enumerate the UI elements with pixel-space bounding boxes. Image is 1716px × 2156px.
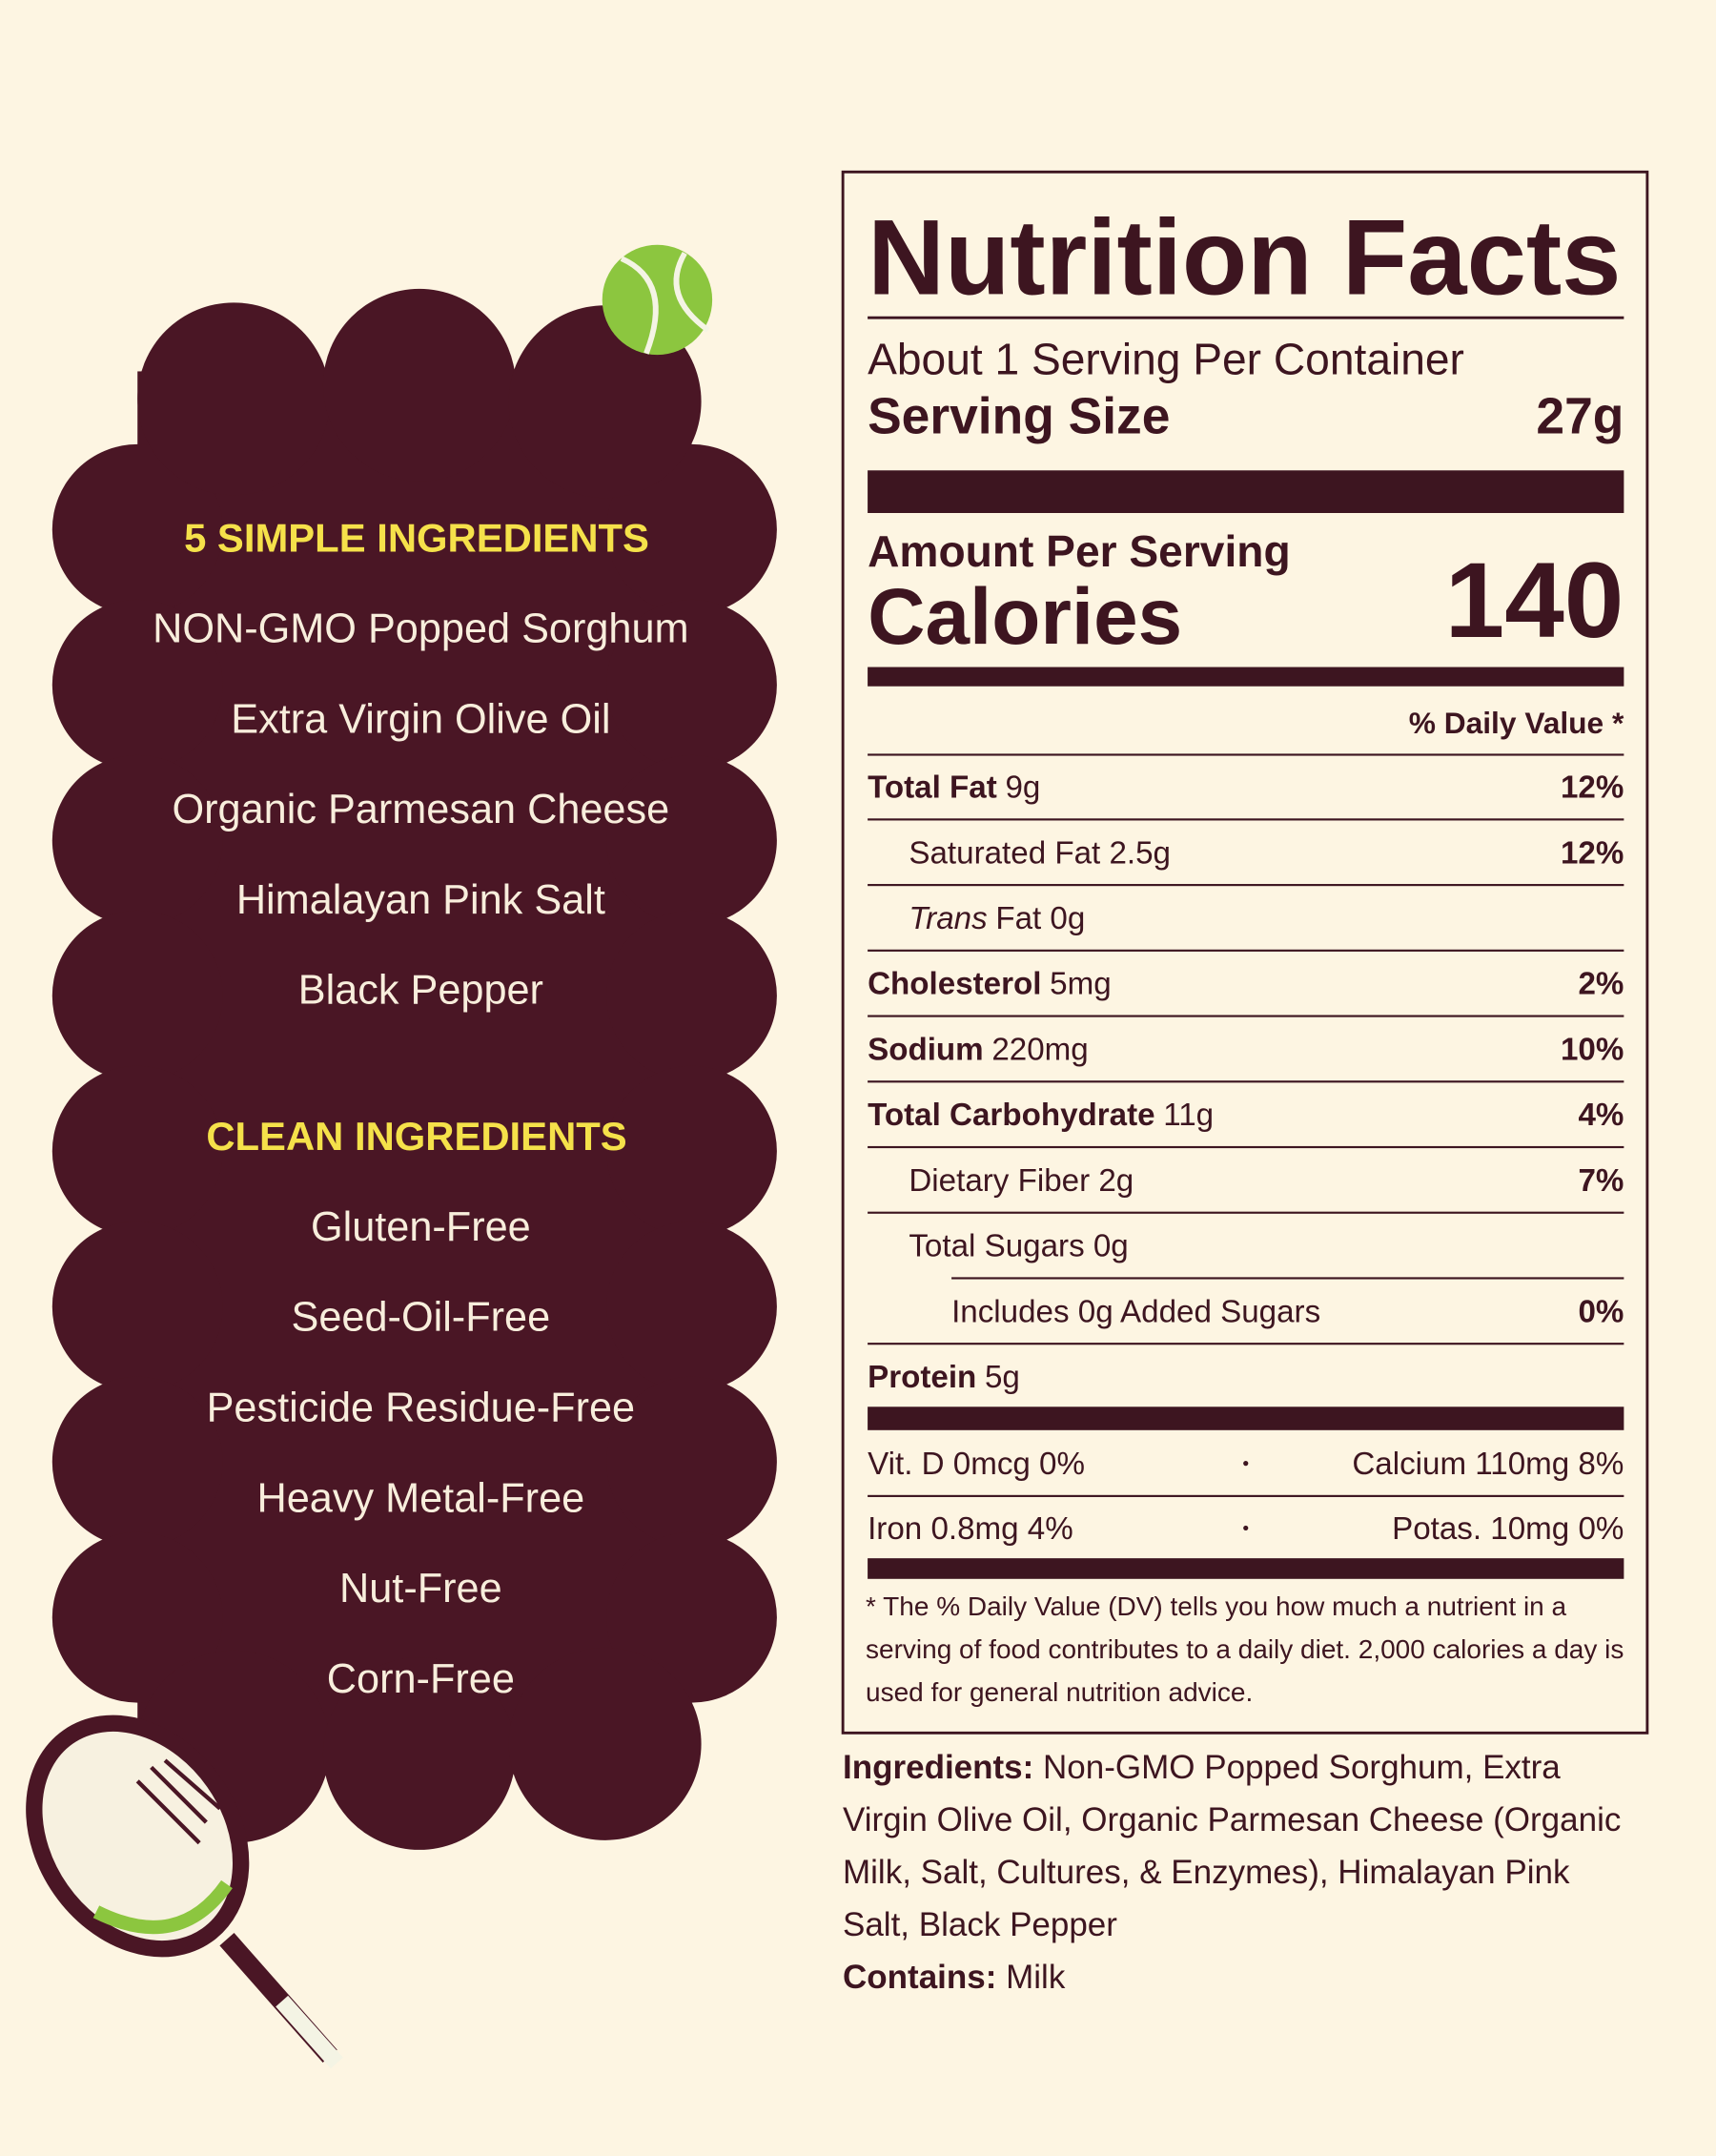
daily-value: 10%	[1561, 1032, 1624, 1067]
nutrition-label: Nutrition Facts About 1 Serving Per Cont…	[868, 197, 1624, 1579]
vitamin-right: Calcium 110mg 8%	[1352, 1447, 1624, 1482]
nutrient-name: Total Sugars 0g	[909, 1229, 1128, 1264]
nutrient-row: Total Carbohydrate 11g	[868, 1098, 1214, 1133]
scalloped-panel	[51, 288, 777, 1850]
amount-per-serving: Amount Per Serving	[868, 526, 1291, 576]
servings: About 1 Serving Per Container	[868, 334, 1464, 383]
nutrient-name: Includes 0g Added Sugars	[951, 1294, 1320, 1329]
ingredient-item: Organic Parmesan Cheese	[173, 787, 670, 832]
serving-size-label: Serving Size	[868, 388, 1170, 444]
ingredient-item: Heavy Metal-Free	[256, 1475, 584, 1521]
vitamin-left: Vit. D 0mcg 0%	[868, 1447, 1085, 1482]
nutrient-name: Dietary Fiber 2g	[909, 1163, 1134, 1199]
ingredients: Ingredients: Non-GMO Popped Sorghum, Ext…	[843, 1741, 1644, 1951]
nutrient-amount: 5mg	[1050, 967, 1112, 1002]
section-heading: 5 SIMPLE INGREDIENTS	[184, 515, 649, 560]
daily-value: 7%	[1578, 1163, 1624, 1199]
calories-label: Calories	[868, 571, 1182, 661]
contains-text: Milk	[1006, 1959, 1066, 1996]
thick-bar	[868, 470, 1624, 513]
rule	[868, 1211, 1624, 1214]
separator-dot	[1243, 1461, 1249, 1467]
ingredient-item: NON-GMO Popped Sorghum	[153, 606, 688, 652]
nutrient-name: Trans	[909, 901, 987, 936]
rule	[868, 949, 1624, 952]
ingredients-list: Ingredients: Non-GMO Popped Sorghum, Ext…	[843, 1741, 1644, 2003]
separator-dot	[1243, 1525, 1249, 1531]
contains-label: Contains:	[843, 1959, 997, 1996]
nutrient-name: Saturated Fat 2.5g	[909, 835, 1171, 871]
tennis-racket	[26, 1715, 343, 2069]
daily-value: 4%	[1578, 1098, 1624, 1133]
rule	[868, 1343, 1624, 1345]
nutrient-name: Total Fat	[868, 770, 997, 806]
rule	[951, 1277, 1624, 1280]
nutrient-amount: 5g	[985, 1360, 1020, 1395]
nutrient-name: Cholesterol	[868, 967, 1041, 1002]
ingredient-item: Himalayan Pink Salt	[236, 877, 605, 923]
nutrient-row: Sodium 220mg	[868, 1032, 1089, 1067]
nutrient-row: Includes 0g Added Sugars	[951, 1294, 1320, 1329]
contains: Contains: Milk	[843, 1951, 1644, 2003]
rule	[868, 1015, 1624, 1017]
ingredient-item: Extra Virgin Olive Oil	[231, 696, 610, 742]
medium-bar	[868, 1407, 1624, 1430]
ingredient-item: Gluten-Free	[311, 1204, 531, 1250]
medium-bar	[868, 667, 1624, 687]
nutrient-amount: 220mg	[991, 1032, 1088, 1067]
rule	[868, 818, 1624, 821]
ingredients-text: Non-GMO Popped Sorghum, Extra Virgin Oli…	[843, 1749, 1622, 1943]
serving-size-value: 27g	[1536, 388, 1624, 444]
rule	[868, 1494, 1624, 1497]
vitamin-right: Potas. 10mg 0%	[1392, 1511, 1624, 1547]
nutrient-row: Total Sugars 0g	[909, 1229, 1128, 1264]
daily-value: 12%	[1561, 835, 1624, 871]
ingredient-item: Black Pepper	[298, 968, 543, 1014]
daily-value: 2%	[1578, 967, 1624, 1002]
daily-value: 0%	[1578, 1294, 1624, 1329]
ingredient-item: Nut-Free	[339, 1566, 502, 1612]
rule	[868, 316, 1624, 319]
nutrient-amount: Fat 0g	[995, 901, 1085, 936]
nutrient-name: Total Carbohydrate	[868, 1098, 1155, 1133]
tennis-ball	[602, 244, 713, 356]
rule	[868, 753, 1624, 756]
nutrient-row: Saturated Fat 2.5g	[909, 835, 1171, 871]
ingredient-item: Corn-Free	[327, 1656, 515, 1702]
section-heading: CLEAN INGREDIENTS	[206, 1114, 626, 1159]
rule	[868, 1080, 1624, 1083]
nf-title: Nutrition Facts	[868, 197, 1621, 318]
footnote: * The % Daily Value (DV) tells you how m…	[866, 1591, 1624, 1707]
ingredients-label: Ingredients:	[843, 1749, 1034, 1786]
rule	[868, 1145, 1624, 1149]
nutrient-row: Dietary Fiber 2g	[909, 1163, 1134, 1199]
label-border	[841, 170, 1649, 1735]
nutrient-amount: 11g	[1163, 1098, 1214, 1133]
daily-value: 12%	[1561, 770, 1624, 806]
nutrient-amount: 9g	[1005, 770, 1040, 806]
nutrient-name: Sodium	[868, 1032, 984, 1067]
medium-bar	[868, 1558, 1624, 1579]
ingredient-item: Seed-Oil-Free	[292, 1295, 551, 1341]
nutrient-row: Cholesterol 5mg	[868, 967, 1112, 1002]
nutrient-row: Protein 5g	[868, 1360, 1020, 1395]
rule	[868, 884, 1624, 887]
nutrient-name: Protein	[868, 1360, 976, 1395]
ingredient-item: Pesticide Residue-Free	[207, 1386, 636, 1431]
vitamin-left: Iron 0.8mg 4%	[868, 1511, 1073, 1547]
calories-value: 140	[1445, 540, 1624, 660]
dv-header: % Daily Value *	[1409, 706, 1624, 740]
nutrient-row: Total Fat 9g	[868, 770, 1040, 806]
nutrient-row: Trans Fat 0g	[909, 901, 1085, 936]
